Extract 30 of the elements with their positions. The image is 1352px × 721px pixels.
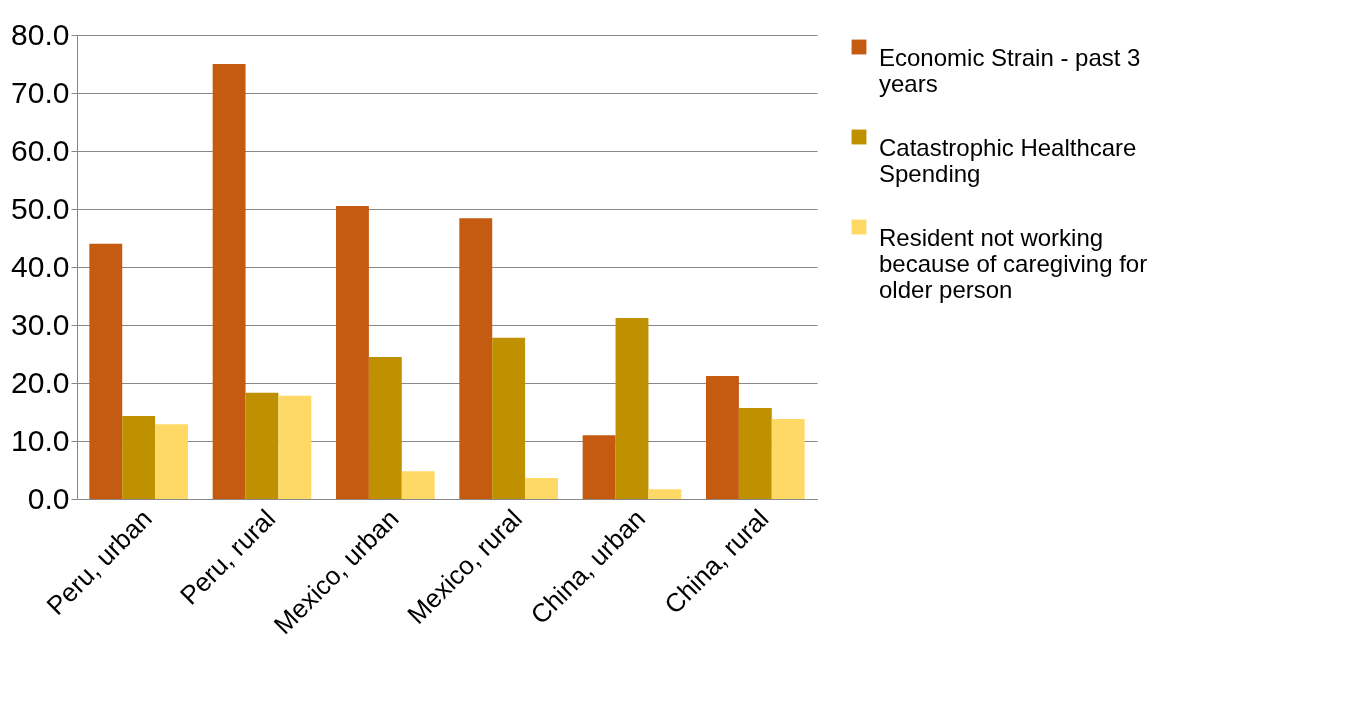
bar (615, 318, 649, 499)
y-tick-label: 60.0 (11, 133, 70, 167)
y-tick-label: 10.0 (11, 423, 70, 457)
bar (492, 337, 526, 499)
legend-label: Economic Strain - past 3 years (879, 44, 1141, 97)
bar (336, 206, 369, 499)
y-tick-label: 80.0 (11, 17, 70, 51)
bar (278, 395, 312, 499)
bar (582, 435, 616, 499)
bar (155, 424, 188, 499)
bar (212, 64, 246, 499)
bar (771, 418, 805, 499)
bar (368, 356, 402, 499)
y-tick-label: 70.0 (11, 75, 70, 109)
bar (648, 489, 682, 499)
y-tick-label: 40.0 (11, 249, 70, 283)
bar (525, 478, 558, 499)
legend-label: Resident not working because of caregiving for older person (879, 224, 1148, 303)
bar (706, 376, 739, 499)
bar (401, 471, 435, 499)
bar (738, 407, 772, 499)
bar (122, 416, 156, 499)
y-tick-label: 50.0 (11, 191, 70, 225)
y-tick-label: 30.0 (11, 307, 70, 341)
y-tick-label: 20.0 (11, 365, 70, 399)
bar (459, 218, 493, 499)
bar (245, 392, 279, 499)
y-tick-label: 0.0 (27, 481, 70, 515)
legend-label: Catastrophic Healthcare Spending (879, 134, 1137, 187)
bar (89, 243, 123, 499)
